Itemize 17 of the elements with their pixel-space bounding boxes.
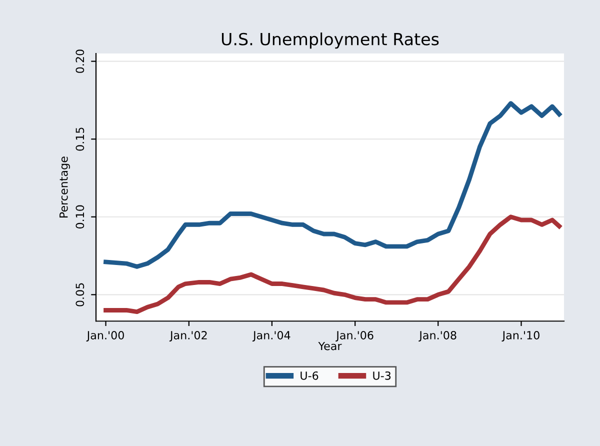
chart-title: U.S. Unemployment Rates: [222, 32, 439, 49]
x-axis-title: Year: [318, 342, 342, 350]
legend-label: U-3: [373, 371, 391, 380]
x-tick-label: Jan.'02: [169, 331, 207, 342]
y-tick-label: 0.15: [76, 128, 84, 151]
line-series: [104, 214, 562, 314]
y-tick-label: 0.10: [76, 205, 84, 229]
x-tick-label: Jan.'06: [336, 331, 374, 342]
x-tick-label: Jan.'04: [252, 331, 290, 342]
legend-label: U-6: [300, 371, 318, 380]
line-series: [104, 101, 562, 269]
x-tick-label: Jan.'00: [86, 331, 124, 342]
y-tick-label: 0.20: [76, 50, 84, 73]
y-axis-title: Percentage: [60, 156, 70, 218]
y-tick-label: 0.05: [76, 283, 84, 306]
x-tick-label: Jan.'10: [502, 331, 540, 342]
x-tick-label: Jan.'08: [418, 331, 456, 342]
